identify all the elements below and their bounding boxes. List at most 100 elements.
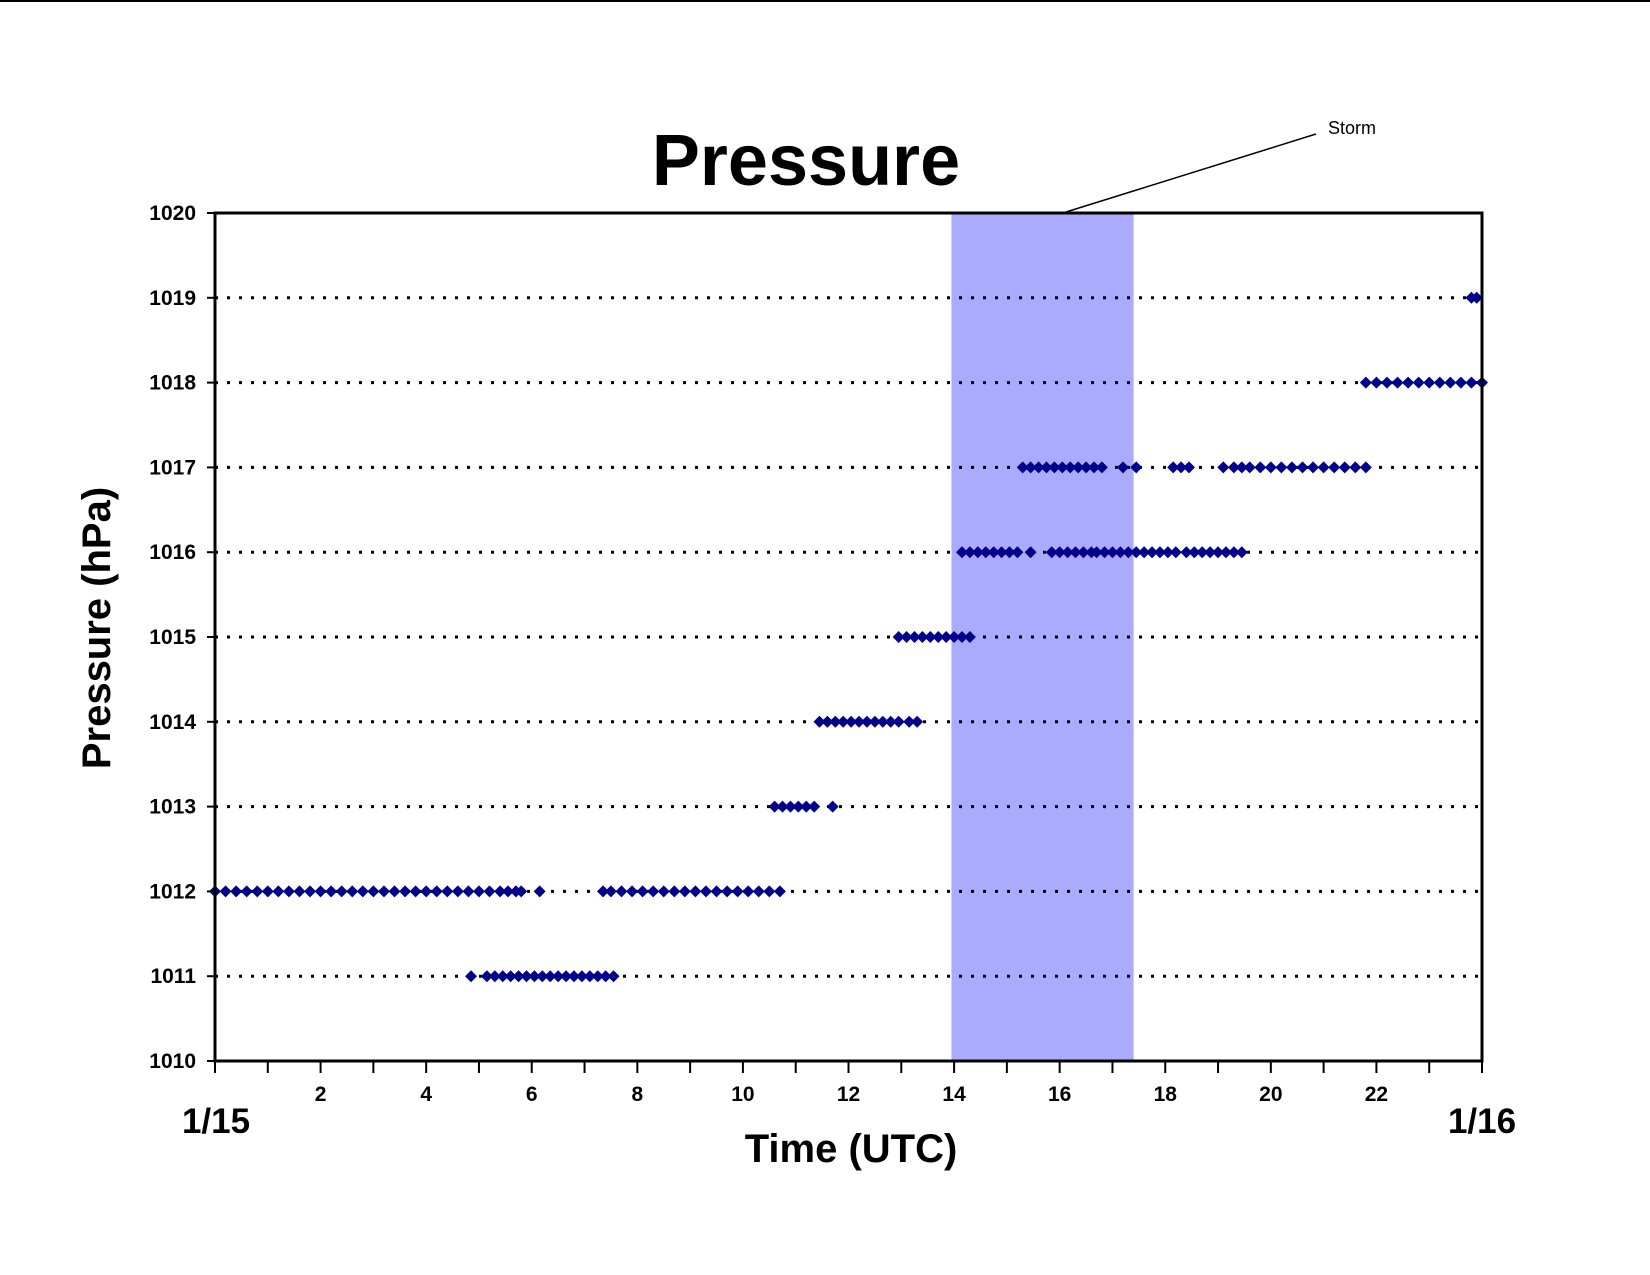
y-tick-label: 1010 bbox=[149, 1050, 196, 1073]
data-point bbox=[689, 885, 702, 898]
data-point bbox=[494, 885, 507, 898]
y-tick-label: 1014 bbox=[149, 711, 196, 734]
data-point bbox=[1040, 461, 1053, 474]
data-point bbox=[647, 885, 660, 898]
data-point bbox=[860, 715, 873, 728]
data-point bbox=[1003, 546, 1016, 559]
x-tick-label: 18 bbox=[1154, 1083, 1178, 1106]
data-point bbox=[876, 715, 889, 728]
data-point bbox=[496, 970, 509, 983]
data-point bbox=[230, 885, 243, 898]
data-point bbox=[1433, 376, 1446, 389]
data-point bbox=[1167, 461, 1180, 474]
data-point bbox=[240, 885, 253, 898]
data-point bbox=[356, 885, 369, 898]
data-point bbox=[1130, 546, 1143, 559]
data-point bbox=[1296, 461, 1309, 474]
data-point bbox=[533, 885, 546, 898]
x-end-date-label: 1/16 bbox=[1448, 1102, 1516, 1141]
x-tick-label: 2 bbox=[315, 1083, 327, 1106]
storm-annotation: Storm bbox=[1328, 118, 1376, 138]
data-point bbox=[829, 715, 842, 728]
data-point bbox=[956, 546, 969, 559]
data-point bbox=[1130, 461, 1143, 474]
data-point bbox=[462, 885, 475, 898]
data-point bbox=[837, 715, 850, 728]
data-point bbox=[1212, 546, 1225, 559]
data-point bbox=[995, 546, 1008, 559]
data-point bbox=[604, 885, 617, 898]
x-start-date-label: 1/15 bbox=[182, 1102, 250, 1141]
top-border-rule bbox=[0, 0, 1650, 2]
data-point bbox=[1061, 546, 1074, 559]
data-point bbox=[1328, 461, 1341, 474]
data-point bbox=[908, 631, 921, 643]
data-point bbox=[1349, 461, 1362, 474]
data-point bbox=[607, 970, 620, 983]
gridlines bbox=[215, 296, 1478, 978]
plot-frame bbox=[213, 211, 1484, 1063]
data-point bbox=[1087, 461, 1100, 474]
y-tick-label: 1018 bbox=[149, 372, 196, 395]
data-point bbox=[591, 970, 604, 983]
data-point bbox=[1090, 546, 1103, 559]
data-point bbox=[399, 885, 412, 898]
data-point bbox=[567, 970, 580, 983]
data-point bbox=[903, 715, 916, 728]
data-point bbox=[346, 885, 359, 898]
data-point bbox=[940, 631, 953, 643]
data-point bbox=[752, 885, 765, 898]
data-point bbox=[1235, 546, 1248, 559]
data-point bbox=[657, 885, 670, 898]
data-point bbox=[979, 546, 992, 559]
data-point bbox=[293, 885, 306, 898]
data-point bbox=[971, 546, 984, 559]
data-point bbox=[1285, 461, 1298, 474]
data-point bbox=[219, 885, 232, 898]
data-point bbox=[1114, 546, 1127, 559]
x-tick-label: 12 bbox=[837, 1083, 860, 1106]
data-point bbox=[314, 885, 327, 898]
data-point bbox=[552, 970, 565, 983]
y-tick-label: 1013 bbox=[149, 796, 196, 819]
data-point bbox=[1188, 546, 1201, 559]
data-point bbox=[784, 800, 797, 813]
data-point bbox=[1064, 461, 1077, 474]
data-point bbox=[1077, 546, 1090, 559]
data-point bbox=[1122, 546, 1135, 559]
data-point bbox=[776, 800, 789, 813]
data-point bbox=[826, 800, 839, 813]
data-point bbox=[963, 546, 976, 559]
data-point bbox=[773, 885, 786, 898]
data-points bbox=[209, 291, 1488, 983]
data-point bbox=[560, 970, 573, 983]
x-tick-label: 20 bbox=[1259, 1083, 1282, 1106]
x-tick-label: 6 bbox=[526, 1083, 538, 1106]
x-tick-label: 8 bbox=[631, 1083, 643, 1106]
data-point bbox=[544, 970, 557, 983]
data-point bbox=[1048, 461, 1061, 474]
data-point bbox=[480, 970, 493, 983]
data-point bbox=[282, 885, 295, 898]
data-point bbox=[948, 631, 961, 643]
data-point bbox=[1180, 546, 1193, 559]
data-point bbox=[1217, 461, 1230, 474]
data-point bbox=[1402, 376, 1415, 389]
data-point bbox=[1106, 546, 1119, 559]
data-point bbox=[528, 970, 541, 983]
data-point bbox=[1423, 376, 1436, 389]
data-point bbox=[1175, 461, 1188, 474]
data-point bbox=[1444, 376, 1457, 389]
data-point bbox=[483, 885, 496, 898]
x-tick-label: 22 bbox=[1365, 1083, 1388, 1106]
storm-highlight-layer bbox=[951, 213, 1134, 1061]
y-axis-label: Pressure (hPa) bbox=[75, 487, 119, 769]
data-point bbox=[1161, 546, 1174, 559]
data-point bbox=[1024, 546, 1037, 559]
data-point bbox=[501, 885, 514, 898]
x-tick-label: 10 bbox=[731, 1083, 754, 1106]
data-point bbox=[731, 885, 744, 898]
data-point bbox=[845, 715, 858, 728]
data-point bbox=[377, 885, 390, 898]
